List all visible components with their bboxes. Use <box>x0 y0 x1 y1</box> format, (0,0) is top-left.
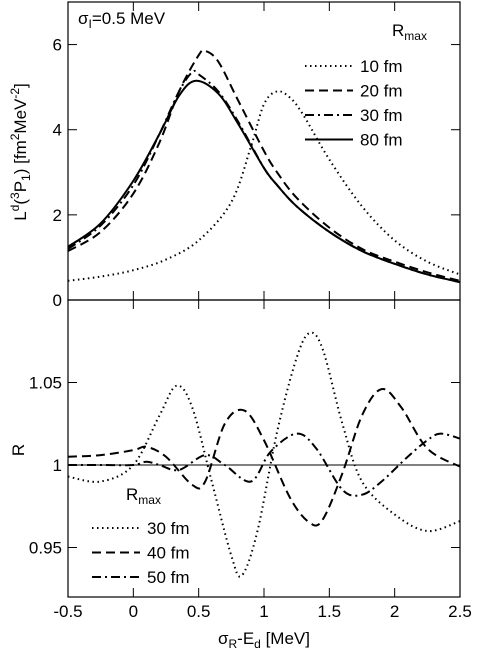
label-part: L <box>11 211 30 220</box>
legend-label: 20 fm <box>360 82 403 101</box>
label-part: -2 <box>8 88 22 99</box>
y-tick-label: 0.95 <box>29 539 62 558</box>
label-part: R <box>9 444 28 456</box>
label-part: ] <box>11 83 30 88</box>
label-part: σ <box>218 629 229 648</box>
legend-label: 80 fm <box>360 131 403 150</box>
y-tick-label: 1 <box>53 456 62 475</box>
plot-frame <box>67 299 461 598</box>
label-part: MeV <box>11 98 30 134</box>
y-axis-label: R <box>9 444 28 456</box>
y-tick-label: 4 <box>53 121 62 140</box>
y-tick-label: 0 <box>53 291 62 310</box>
legend-title-part: R <box>392 21 404 40</box>
y-tick-label: 2 <box>53 206 62 225</box>
legend-label: 10 fm <box>360 57 403 76</box>
series-line <box>68 432 461 497</box>
legend-label: 30 fm <box>360 106 403 125</box>
legend-label: 50 fm <box>147 568 190 587</box>
label-part: d <box>8 205 22 212</box>
legend-title: Rmax <box>392 21 427 43</box>
label-part: 2 <box>8 133 22 140</box>
y-tick-label: 6 <box>53 36 62 55</box>
x-tick-label: 2.5 <box>448 602 472 621</box>
label-part: [MeV] <box>261 629 310 648</box>
label-part: 1 <box>19 174 33 181</box>
label-part: P <box>11 181 30 192</box>
annotation-part: σ <box>78 9 89 28</box>
label-part: ) [fm <box>11 140 30 174</box>
label-part: ( <box>11 199 30 205</box>
y-tick-label: 1.05 <box>29 374 62 393</box>
legend-label: 30 fm <box>147 519 190 538</box>
label-part: d <box>254 637 261 651</box>
x-tick-label: 0.5 <box>187 602 211 621</box>
legend-title-part: max <box>138 493 161 507</box>
series-line <box>67 79 461 284</box>
x-tick-label: 1.5 <box>318 602 342 621</box>
label-part: 3 <box>8 192 22 199</box>
label-part: -E <box>237 629 254 648</box>
x-tick-label: 0 <box>129 602 138 621</box>
legend-label: 40 fm <box>147 544 190 563</box>
x-tick-label: -0.5 <box>53 602 82 621</box>
annotation-part: =0.5 MeV <box>92 9 166 28</box>
x-axis-label: σR-Ed [MeV] <box>218 629 310 651</box>
y-axis-label: Ld(3P1) [fm2MeV-2] <box>8 83 33 221</box>
legend-title-part: R <box>126 485 138 504</box>
series-line <box>67 388 461 527</box>
annotation: σI=0.5 MeV <box>78 9 166 31</box>
x-tick-label: 2 <box>390 602 399 621</box>
legend-title: Rmax <box>126 485 161 507</box>
series-line <box>67 49 461 282</box>
series-line <box>67 69 461 284</box>
series-line <box>67 331 461 578</box>
label-part: R <box>229 637 238 651</box>
annotation-part: I <box>89 17 92 31</box>
x-tick-label: 1 <box>259 602 268 621</box>
legend-title-part: max <box>404 29 427 43</box>
